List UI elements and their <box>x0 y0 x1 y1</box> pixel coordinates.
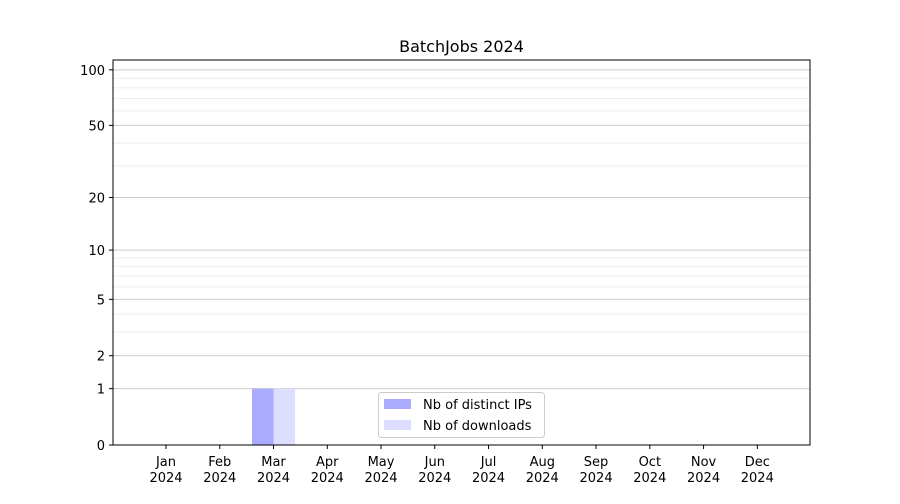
y-tick-label: 0 <box>97 439 105 454</box>
x-tick-label: Apr 2024 <box>311 455 344 486</box>
plot-frame <box>112 59 811 446</box>
bar-nb-of-distinct-ips <box>252 388 274 445</box>
x-tick-label: Aug 2024 <box>526 455 559 486</box>
legend-label: Nb of distinct IPs <box>423 398 532 413</box>
x-tick-label: Nov 2024 <box>687 455 720 486</box>
x-tick-label: Jan 2024 <box>149 455 182 486</box>
x-tick-label: Sep 2024 <box>580 455 613 486</box>
legend-swatch <box>384 399 411 409</box>
y-tick-label: 20 <box>88 192 105 207</box>
legend: Nb of distinct IPs Nb of downloads <box>378 392 545 438</box>
y-tick-label: 100 <box>80 64 105 79</box>
y-tick-label: 1 <box>97 383 105 398</box>
y-tick-label: 5 <box>97 293 105 308</box>
x-tick-label: Feb 2024 <box>203 455 236 486</box>
x-tick-label: Jun 2024 <box>418 455 451 486</box>
x-tick-label: Mar 2024 <box>257 455 290 486</box>
legend-swatch <box>384 420 411 430</box>
legend-label: Nb of downloads <box>423 419 532 434</box>
bar-nb-of-downloads <box>273 388 296 445</box>
legend-box <box>378 392 545 438</box>
x-tick-label: May 2024 <box>364 455 397 486</box>
y-tick-label: 10 <box>88 244 105 259</box>
x-tick-label: Oct 2024 <box>633 455 666 486</box>
x-tick-label: Jul 2024 <box>472 455 505 486</box>
y-tick-label: 50 <box>88 119 105 134</box>
x-tick-label: Dec 2024 <box>741 455 774 486</box>
chart-title: BatchJobs 2024 <box>399 37 524 56</box>
y-tick-label: 2 <box>97 350 105 365</box>
